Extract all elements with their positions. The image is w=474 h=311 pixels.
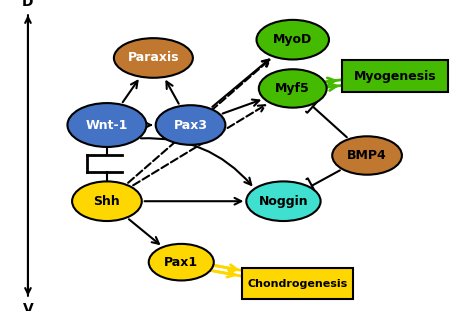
- Text: Paraxis: Paraxis: [128, 51, 179, 64]
- Ellipse shape: [256, 20, 329, 59]
- FancyBboxPatch shape: [341, 60, 448, 92]
- Ellipse shape: [155, 105, 226, 145]
- Ellipse shape: [332, 136, 402, 175]
- Text: Myogenesis: Myogenesis: [354, 70, 436, 83]
- Ellipse shape: [259, 69, 327, 108]
- FancyBboxPatch shape: [242, 268, 353, 299]
- Text: Pax3: Pax3: [173, 118, 208, 132]
- Text: Shh: Shh: [93, 195, 120, 208]
- Text: Wnt-1: Wnt-1: [86, 118, 128, 132]
- Ellipse shape: [149, 244, 214, 281]
- Ellipse shape: [67, 103, 146, 147]
- Text: Noggin: Noggin: [259, 195, 308, 208]
- Text: BMP4: BMP4: [347, 149, 387, 162]
- Text: Myf5: Myf5: [275, 82, 310, 95]
- Text: D: D: [22, 0, 34, 9]
- Text: Chondrogenesis: Chondrogenesis: [247, 279, 347, 289]
- Ellipse shape: [246, 181, 320, 221]
- Text: MyoD: MyoD: [273, 33, 312, 46]
- Ellipse shape: [72, 181, 142, 221]
- Ellipse shape: [114, 38, 193, 78]
- Text: V: V: [23, 302, 33, 311]
- Text: Pax1: Pax1: [164, 256, 198, 269]
